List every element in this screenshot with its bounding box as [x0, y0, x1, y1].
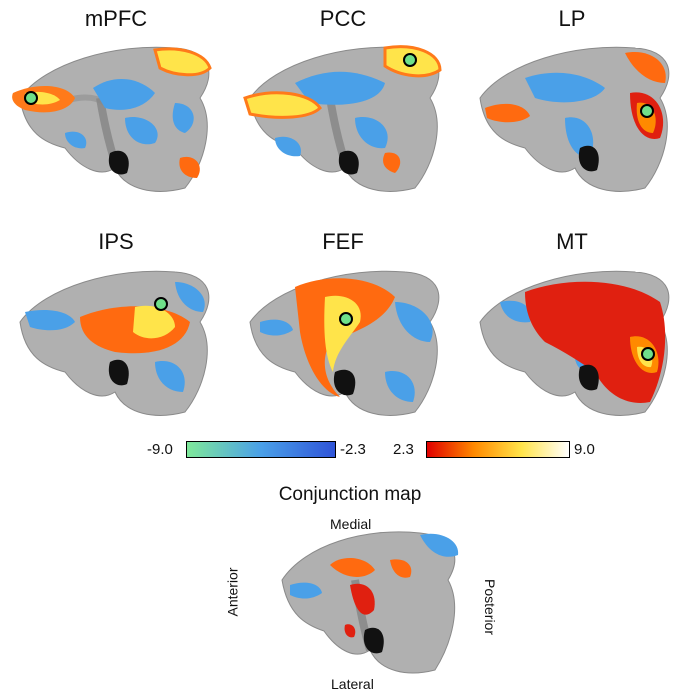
label-lateral: Lateral: [331, 676, 374, 692]
colorbar-neg-min-label: -9.0: [147, 441, 173, 458]
panel-title-fef: FEF: [322, 229, 364, 254]
colorbar-negative: [186, 441, 336, 458]
colorbar-positive: [426, 441, 570, 458]
brain-map-mpfc: [12, 46, 212, 192]
colorbar-pos-max-label: 9.0: [574, 441, 595, 458]
panel-title-pcc: PCC: [319, 6, 367, 31]
brain-map-mt: [479, 270, 670, 416]
panel-title-lp: LP: [558, 6, 586, 31]
brain-map-pcc: [243, 45, 442, 192]
panel-title-ips: IPS: [98, 229, 134, 254]
colorbar-pos-min-label: 2.3: [393, 441, 414, 458]
conjunction-map-title: Conjunction map: [278, 484, 422, 505]
label-anterior: Anterior: [224, 567, 241, 617]
panel-title-mpfc: mPFC: [84, 6, 148, 31]
brain-map-lp: [479, 46, 670, 192]
label-posterior: Posterior: [482, 578, 499, 636]
brain-map-fef: [249, 270, 440, 416]
brain-map-ips: [19, 270, 210, 416]
label-medial: Medial: [330, 516, 372, 532]
colorbar-neg-max-label: -2.3: [340, 441, 366, 458]
panel-title-mt: MT: [556, 229, 588, 254]
brain-map-conjunction: [281, 531, 459, 674]
